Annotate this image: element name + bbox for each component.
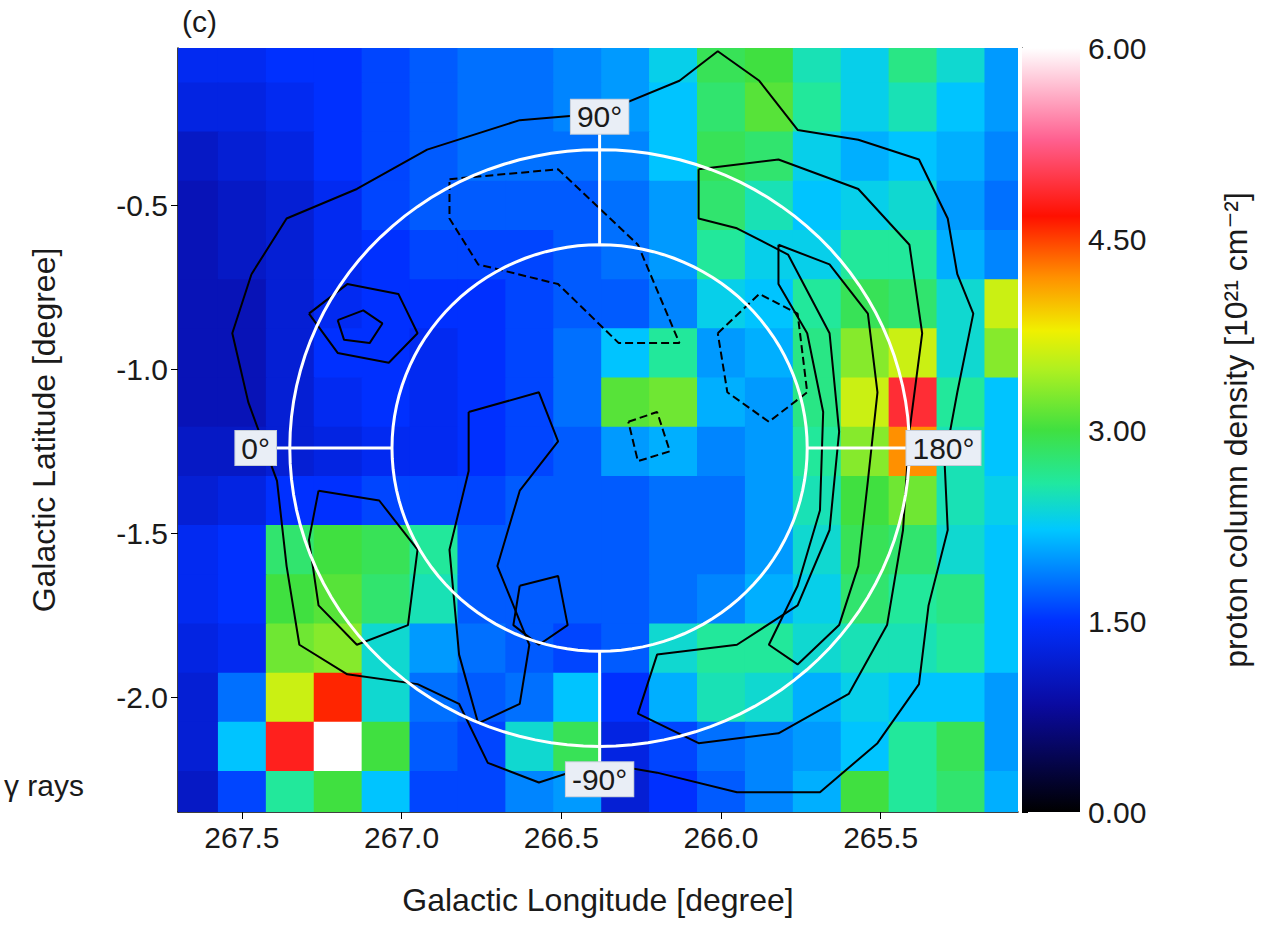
- svg-text:0.00: 0.00: [1088, 796, 1146, 829]
- svg-text:265.5: 265.5: [843, 821, 918, 854]
- svg-text:4.50: 4.50: [1088, 223, 1146, 256]
- svg-text:Galactic Latitude [degree]: Galactic Latitude [degree]: [26, 248, 62, 613]
- svg-text:1.50: 1.50: [1088, 605, 1146, 638]
- svg-text:-1.0: -1.0: [116, 353, 168, 386]
- svg-text:proton column density [10²¹ cm: proton column density [10²¹ cm⁻²]: [1218, 192, 1254, 668]
- svg-text:-2.0: -2.0: [116, 681, 168, 714]
- svg-text:90°: 90°: [577, 100, 622, 133]
- svg-text:-0.5: -0.5: [116, 189, 168, 222]
- svg-text:180°: 180°: [912, 432, 974, 465]
- svg-text:6.00: 6.00: [1088, 32, 1146, 65]
- svg-text:Galactic Longitude [degree]: Galactic Longitude [degree]: [402, 882, 793, 918]
- svg-text:266.0: 266.0: [683, 821, 758, 854]
- svg-text:-1.5: -1.5: [116, 517, 168, 550]
- svg-text:γ rays: γ rays: [4, 769, 84, 802]
- svg-text:0°: 0°: [241, 432, 270, 465]
- svg-text:266.5: 266.5: [524, 821, 599, 854]
- svg-text:267.0: 267.0: [364, 821, 439, 854]
- svg-text:3.00: 3.00: [1088, 414, 1146, 447]
- svg-text:267.5: 267.5: [204, 821, 279, 854]
- svg-text:(c): (c): [182, 5, 217, 38]
- svg-text:-90°: -90°: [572, 763, 627, 796]
